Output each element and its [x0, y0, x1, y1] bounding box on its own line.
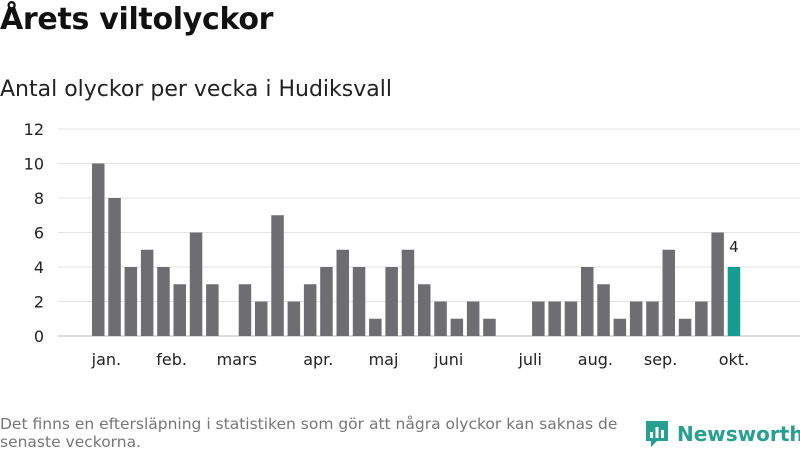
x-axis-month-labels: jan. feb. mars apr. maj juni juli aug. sep. okt. [91, 350, 750, 369]
annotations: 4 [729, 238, 739, 256]
bar [434, 301, 447, 336]
y-tick-label: 2 [34, 293, 44, 312]
bar [662, 249, 675, 336]
bar [173, 284, 186, 336]
bar [385, 267, 398, 336]
bar [157, 267, 170, 336]
bar [352, 267, 366, 336]
y-tick-label: 4 [34, 258, 44, 277]
bar [629, 301, 643, 336]
newsworthy-logo-icon [646, 421, 668, 447]
bar [238, 284, 252, 336]
bar [124, 267, 138, 336]
bar [401, 249, 415, 336]
y-axis-ticks: 0 2 4 6 8 10 12 [24, 120, 44, 346]
bar [140, 249, 154, 336]
data-label-last: 4 [729, 238, 739, 256]
footnote: Det finns en eftersläpning i statistiken… [0, 415, 618, 451]
bars [92, 163, 741, 336]
x-tick-label: juni [433, 350, 463, 369]
bar [581, 267, 594, 336]
bar [613, 318, 627, 336]
bar [450, 318, 464, 336]
y-tick-label: 0 [34, 327, 44, 346]
bar [532, 301, 545, 336]
chart-subtitle: Antal olyckor per vecka i Hudiksvall [0, 77, 392, 102]
bar [206, 284, 219, 336]
x-tick-label: juli [517, 350, 541, 369]
y-tick-label: 10 [24, 155, 44, 174]
bar [483, 318, 496, 336]
chart-title: Årets viltolyckor [0, 2, 274, 37]
x-tick-label: sep. [644, 350, 677, 369]
x-tick-label: apr. [303, 350, 333, 369]
bar [336, 249, 349, 336]
bar [597, 284, 610, 336]
newsworthy-logo-text: Newsworthy [677, 422, 800, 446]
bar [108, 198, 121, 336]
bar [92, 163, 105, 336]
bar [695, 301, 708, 336]
bar [564, 301, 578, 336]
y-tick-label: 8 [34, 189, 44, 208]
y-tick-label: 12 [24, 120, 44, 139]
bar-chart: 0 2 4 6 8 10 12 jan. feb. mars apr. maj juni juli aug… [24, 120, 800, 369]
bar [255, 301, 268, 336]
bar [320, 267, 333, 336]
x-tick-label: maj [369, 350, 399, 369]
bar [548, 301, 561, 336]
bar [189, 232, 203, 336]
bar [369, 318, 382, 336]
x-tick-label: okt. [719, 350, 749, 369]
bar [646, 301, 659, 336]
bar [303, 284, 317, 336]
x-tick-label: aug. [578, 350, 613, 369]
bar [466, 301, 480, 336]
bar [418, 284, 431, 336]
x-tick-label: feb. [156, 350, 187, 369]
bar [287, 301, 301, 336]
bar-highlight [727, 267, 741, 336]
bar [711, 232, 724, 336]
y-tick-label: 6 [34, 224, 44, 243]
x-tick-label: mars [217, 350, 257, 369]
bar [271, 215, 284, 336]
x-tick-label: jan. [91, 350, 121, 369]
newsworthy-logo[interactable]: Newsworthy [644, 419, 800, 449]
bar [678, 318, 692, 336]
